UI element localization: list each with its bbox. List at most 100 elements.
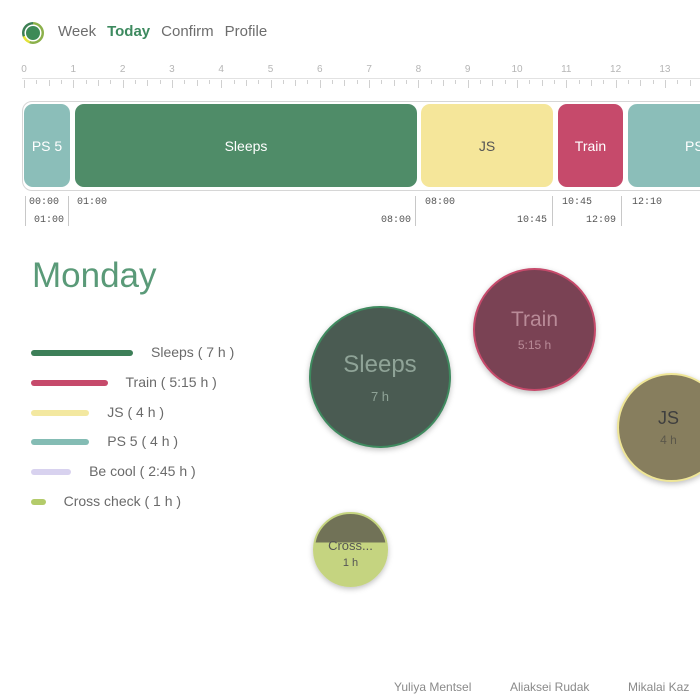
legend-label: Train ( 5:15 h ) bbox=[125, 373, 217, 390]
time-separator bbox=[68, 196, 69, 226]
time-start: 01:00 bbox=[77, 197, 108, 208]
ruler-tick bbox=[85, 80, 87, 84]
ruler-tick bbox=[233, 80, 235, 84]
ruler-hour-label: 10 bbox=[511, 64, 523, 75]
ruler-tick bbox=[110, 80, 112, 84]
ruler-tick bbox=[48, 80, 50, 86]
nav-week[interactable]: Week bbox=[58, 23, 97, 40]
ruler-tick bbox=[467, 80, 469, 88]
bubble-sleeps[interactable]: Sleeps 7 h bbox=[309, 306, 451, 448]
ruler-tick bbox=[369, 80, 371, 88]
ruler-tick bbox=[282, 80, 284, 84]
ruler-tick bbox=[159, 80, 161, 84]
ruler-tick bbox=[541, 80, 543, 86]
ruler-hour-label: 8 bbox=[415, 64, 422, 75]
ruler-tick bbox=[553, 80, 555, 84]
time-end: 10:45 bbox=[517, 215, 548, 226]
bubble-name: JS bbox=[657, 408, 679, 428]
ruler-tick bbox=[258, 80, 260, 84]
timeline-block-ps5[interactable]: PS 5 bbox=[24, 104, 70, 187]
ruler-hour-label: 11 bbox=[561, 64, 572, 75]
ruler-tick bbox=[134, 80, 136, 84]
time-end: 12:09 bbox=[586, 215, 617, 226]
ruler-tick bbox=[664, 80, 666, 88]
ruler-tick bbox=[122, 80, 124, 88]
bubble-cross-check[interactable]: Cross... 1 h bbox=[313, 512, 388, 587]
ruler-tick bbox=[60, 80, 62, 84]
timeline-block-js[interactable]: JS bbox=[421, 104, 553, 187]
time-end: 08:00 bbox=[381, 215, 412, 226]
ruler-tick bbox=[517, 80, 518, 88]
ruler-tick bbox=[24, 80, 25, 88]
bubble-duration: 1 h bbox=[342, 557, 359, 569]
timeline-block-sleeps[interactable]: Sleeps bbox=[75, 104, 417, 187]
timeline-track bbox=[22, 101, 700, 191]
time-end: 01:00 bbox=[34, 215, 65, 226]
ruler-hour-label: 6 bbox=[317, 64, 323, 75]
nav-profile[interactable]: Profile bbox=[224, 23, 268, 40]
legend-label: Cross check ( 1 h ) bbox=[63, 493, 182, 509]
ruler-tick bbox=[344, 80, 346, 86]
ruler-hour-label: 3 bbox=[169, 64, 175, 75]
ruler-tick bbox=[590, 80, 592, 86]
main-nav: Week Today Confirm Profile bbox=[58, 23, 267, 40]
ruler-tick bbox=[492, 80, 494, 86]
ruler-tick bbox=[430, 80, 432, 84]
time-start: 10:45 bbox=[562, 197, 593, 208]
bubble-duration: 5:15 h bbox=[517, 337, 552, 352]
legend-bar bbox=[31, 469, 72, 476]
ruler-tick bbox=[184, 80, 186, 84]
ruler-hour-label: 2 bbox=[119, 64, 126, 75]
time-separator bbox=[552, 196, 553, 226]
legend-bar bbox=[31, 379, 108, 386]
timeline-block-ps[interactable]: PS bbox=[628, 104, 700, 187]
ruler-tick bbox=[627, 80, 629, 84]
bubble-name: Sleeps bbox=[343, 350, 417, 378]
ruler-hour-label: 4 bbox=[218, 64, 224, 75]
ruler-tick bbox=[381, 80, 383, 84]
legend-label: Sleeps ( 7 h ) bbox=[151, 344, 235, 360]
timeline-block-train[interactable]: Train bbox=[558, 104, 623, 187]
legend-label: Be cool ( 2:45 h ) bbox=[89, 463, 196, 480]
ruler-tick bbox=[307, 80, 309, 84]
bubble-train[interactable]: Train 5:15 h bbox=[473, 268, 596, 391]
ruler-tick bbox=[443, 80, 445, 86]
ruler-tick bbox=[603, 80, 605, 84]
ruler-tick bbox=[615, 80, 617, 88]
ruler-tick bbox=[480, 80, 482, 84]
ruler-tick bbox=[455, 80, 457, 84]
ruler-tick bbox=[97, 80, 99, 86]
ruler-tick bbox=[319, 80, 321, 88]
author-link[interactable]: Mikalai Kaz bbox=[628, 680, 690, 694]
bubble-js[interactable]: JS 4 h bbox=[617, 373, 700, 482]
bubble-name: Train bbox=[510, 307, 559, 331]
ruler-tick bbox=[689, 80, 691, 86]
ruler-hour-label: 12 bbox=[610, 64, 622, 75]
ruler-hour-label: 5 bbox=[267, 64, 274, 75]
ruler-hour-label: 9 bbox=[464, 64, 471, 75]
ruler-tick bbox=[652, 80, 654, 84]
time-start: 00:00 bbox=[29, 197, 60, 208]
author-link[interactable]: Aliaksei Rudak bbox=[510, 680, 590, 694]
ruler-hour-label: 0 bbox=[21, 64, 27, 75]
ruler-tick bbox=[566, 80, 568, 88]
time-separator bbox=[25, 196, 26, 226]
legend-bar bbox=[31, 439, 90, 446]
ruler-tick bbox=[332, 80, 334, 84]
bubble-duration: 7 h bbox=[370, 388, 390, 404]
nav-today[interactable]: Today bbox=[107, 23, 151, 40]
ruler-tick bbox=[208, 80, 210, 84]
ruler-tick bbox=[245, 80, 247, 86]
ruler-tick bbox=[270, 80, 272, 88]
ruler-tick bbox=[640, 80, 642, 86]
ruler-tick bbox=[36, 80, 38, 84]
nav-confirm[interactable]: Confirm bbox=[161, 23, 214, 40]
app-logo-icon[interactable] bbox=[22, 22, 44, 44]
author-link[interactable]: Yuliya Mentsel bbox=[394, 680, 472, 694]
time-start: 08:00 bbox=[425, 197, 456, 208]
ruler-tick bbox=[147, 80, 149, 86]
ruler-hour-label: 1 bbox=[70, 64, 77, 75]
ruler-tick bbox=[393, 80, 395, 86]
ruler-baseline bbox=[22, 78, 700, 79]
ruler-tick bbox=[578, 80, 580, 84]
